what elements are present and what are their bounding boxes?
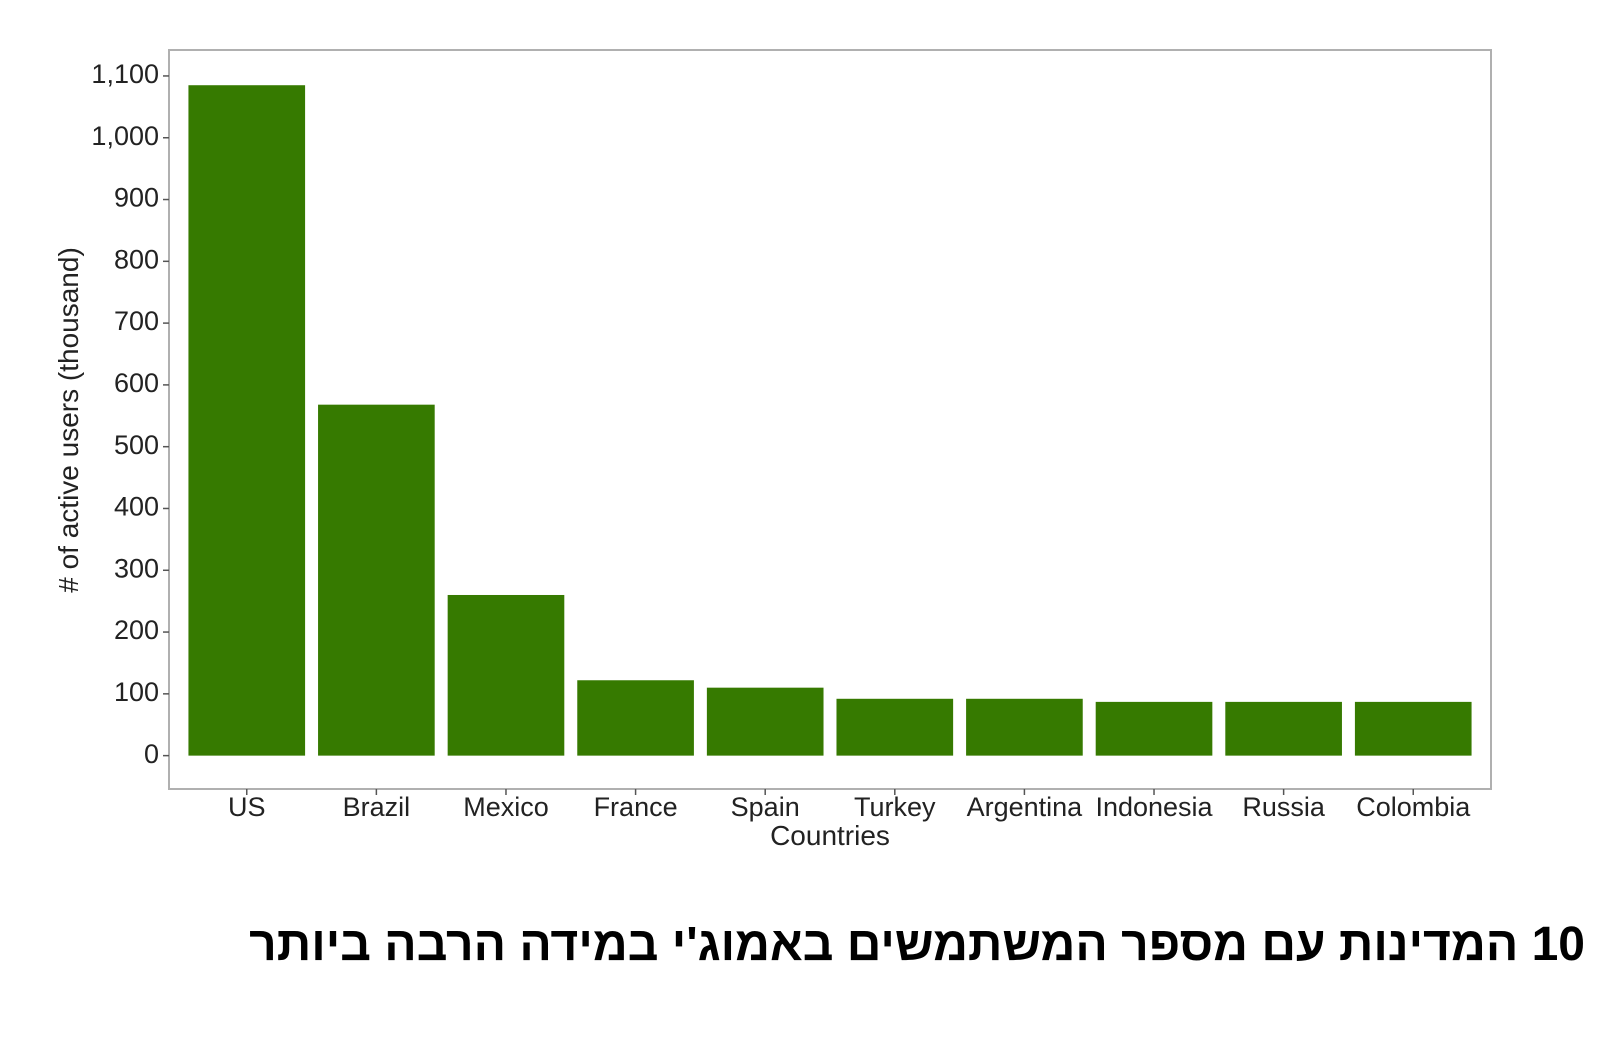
x-tick-label: Mexico [463, 792, 549, 822]
x-tick-label: Colombia [1356, 792, 1471, 822]
y-tick-label: 900 [114, 183, 159, 213]
x-tick-label: Russia [1242, 792, 1326, 822]
y-tick-label: 300 [114, 553, 159, 583]
x-tick-label: US [228, 792, 266, 822]
bar [1095, 701, 1213, 756]
x-tick-label: Spain [731, 792, 800, 822]
x-axis-title: Countries [770, 820, 890, 851]
y-tick-label: 800 [114, 244, 159, 274]
y-tick-label: 400 [114, 492, 159, 522]
plot-frame [168, 49, 1492, 790]
y-tick-label: 700 [114, 306, 159, 336]
bar [188, 85, 306, 756]
bar [1354, 701, 1472, 756]
y-tick-label: 200 [114, 615, 159, 645]
y-tick-label: 100 [114, 677, 159, 707]
bar [706, 687, 824, 756]
x-tick-label: Argentina [967, 792, 1084, 822]
chart-title: 10 המדינות עם מספר המשתמשים באמוג'י במיד… [249, 918, 1585, 971]
bar [577, 680, 694, 756]
x-tick-label: Turkey [854, 792, 936, 822]
bar [447, 594, 565, 756]
y-tick-label: 0 [144, 739, 159, 769]
y-tick-label: 500 [114, 430, 159, 460]
y-tick-label: 1,000 [91, 121, 159, 151]
x-tick-label: Indonesia [1095, 792, 1213, 822]
bar [836, 698, 954, 756]
bar [318, 404, 435, 756]
y-axis-title: # of active users (thousand) [53, 247, 84, 593]
x-tick-label: France [594, 792, 678, 822]
x-tick-label: Brazil [343, 792, 411, 822]
bar [1225, 701, 1342, 756]
y-tick-label: 600 [114, 368, 159, 398]
y-tick-label: 1,100 [91, 59, 159, 89]
bar [966, 698, 1083, 756]
